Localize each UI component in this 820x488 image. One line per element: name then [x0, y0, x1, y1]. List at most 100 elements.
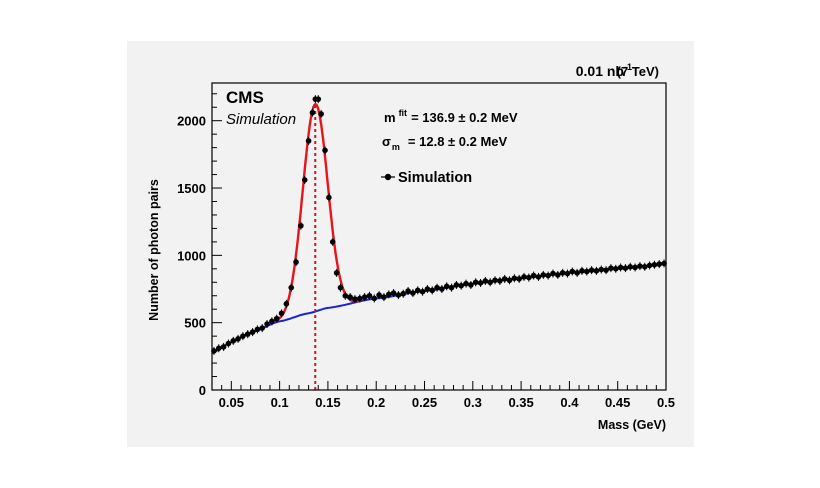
x-tick-label: 0.1: [271, 395, 289, 410]
y-tick-label: 0: [199, 383, 206, 398]
data-point: [347, 294, 353, 300]
y-tick-label: 1500: [177, 181, 206, 196]
legend-entry-simulation: Simulation: [398, 170, 472, 186]
data-point: [356, 295, 363, 302]
data-point: [376, 292, 382, 298]
data-point: [608, 265, 614, 271]
data-point: [656, 261, 663, 267]
data-point: [220, 344, 227, 350]
experiment-label: CMS: [226, 88, 264, 107]
data-point: [501, 276, 508, 282]
y-tick-label: 2000: [177, 114, 206, 129]
x-tick-label: 0.05: [219, 395, 244, 410]
data-point: [434, 284, 440, 291]
data-point: [521, 274, 527, 280]
data-point: [240, 333, 246, 339]
data-point: [612, 266, 619, 272]
data-point: [249, 329, 256, 335]
data-point: [641, 263, 648, 270]
data-point: [264, 321, 270, 327]
data-point: [526, 274, 532, 281]
data-point: [487, 279, 493, 286]
data-point: [579, 268, 585, 274]
data-point: [309, 109, 316, 116]
fit-sigma-label: σm = 12.8 ± 0.2 MeV: [382, 134, 508, 152]
data-point: [482, 278, 489, 284]
data-point: [429, 287, 436, 294]
data-point: [318, 111, 324, 117]
data-point: [443, 283, 450, 290]
data-point: [235, 336, 241, 342]
data-point: [530, 272, 537, 279]
data-point: [516, 276, 522, 282]
data-point: [410, 290, 416, 296]
data-point: [574, 270, 580, 276]
x-tick-label: 0.15: [315, 395, 340, 410]
data-point: [569, 268, 576, 275]
data-point: [550, 270, 556, 277]
data-point: [511, 275, 518, 282]
data-point: [540, 272, 547, 278]
data-point: [225, 340, 232, 347]
data-point: [326, 194, 332, 201]
data-point: [301, 177, 308, 183]
data-point: [593, 268, 600, 274]
signal-fit-curve: [274, 102, 362, 323]
data-point: [535, 274, 542, 280]
data-point: [603, 267, 609, 273]
data-point: [361, 294, 368, 300]
data-point: [632, 264, 638, 271]
data-point: [278, 310, 285, 317]
data-point: [463, 280, 469, 287]
data-point: [472, 279, 479, 286]
data-point: [564, 270, 571, 277]
data-point: [497, 278, 503, 284]
data-point: [385, 291, 392, 298]
data-point: [477, 280, 484, 286]
data-point: [559, 270, 566, 276]
x-tick-label: 0.5: [657, 395, 675, 410]
data-point: [598, 266, 605, 273]
data-point: [337, 284, 344, 291]
y-tick-label: 500: [184, 316, 206, 331]
data-point: [492, 277, 498, 284]
figure-panel: [127, 41, 694, 447]
data-point: [622, 265, 629, 271]
data-point: [583, 268, 590, 275]
x-tick-label: 0.4: [560, 395, 579, 410]
x-tick-label: 0.35: [508, 395, 533, 410]
data-point: [259, 325, 266, 331]
data-point: [352, 296, 358, 302]
y-axis: 0 500 1000 1500 2000: [177, 93, 222, 398]
data-point: [293, 259, 299, 265]
data-point: [400, 290, 407, 297]
x-tick-label: 0.2: [367, 395, 385, 410]
data-point: [448, 284, 455, 291]
data-point: [468, 282, 474, 288]
data-point: [617, 264, 624, 271]
data-point: [390, 290, 397, 296]
data-point: [273, 315, 280, 322]
data-point: [555, 272, 561, 278]
data-point: [371, 295, 378, 302]
data-point: [366, 292, 373, 299]
data-point: [424, 286, 431, 292]
data-point: [395, 292, 402, 298]
fit-mass-label: m fit = 136.9 ± 0.2 MeV: [384, 108, 518, 125]
plot-layer: [211, 95, 667, 390]
experiment-sub-label: Simulation: [226, 111, 296, 128]
data-point: [254, 326, 261, 333]
data-point: [651, 261, 658, 268]
data-point: [288, 284, 295, 291]
data-point: [453, 282, 460, 288]
data-point: [588, 267, 595, 273]
x-tick-label: 0.45: [605, 395, 630, 410]
data-point: [342, 292, 349, 299]
legend: Simulation: [381, 170, 472, 186]
x-axis: 0.05 0.1 0.15 0.2 0.25 0.3 0.35 0.4 0.45 0.5: [211, 381, 675, 410]
data-point: [381, 294, 387, 300]
data-point: [646, 262, 653, 269]
data-point: [283, 301, 290, 307]
data-point: [506, 277, 513, 284]
